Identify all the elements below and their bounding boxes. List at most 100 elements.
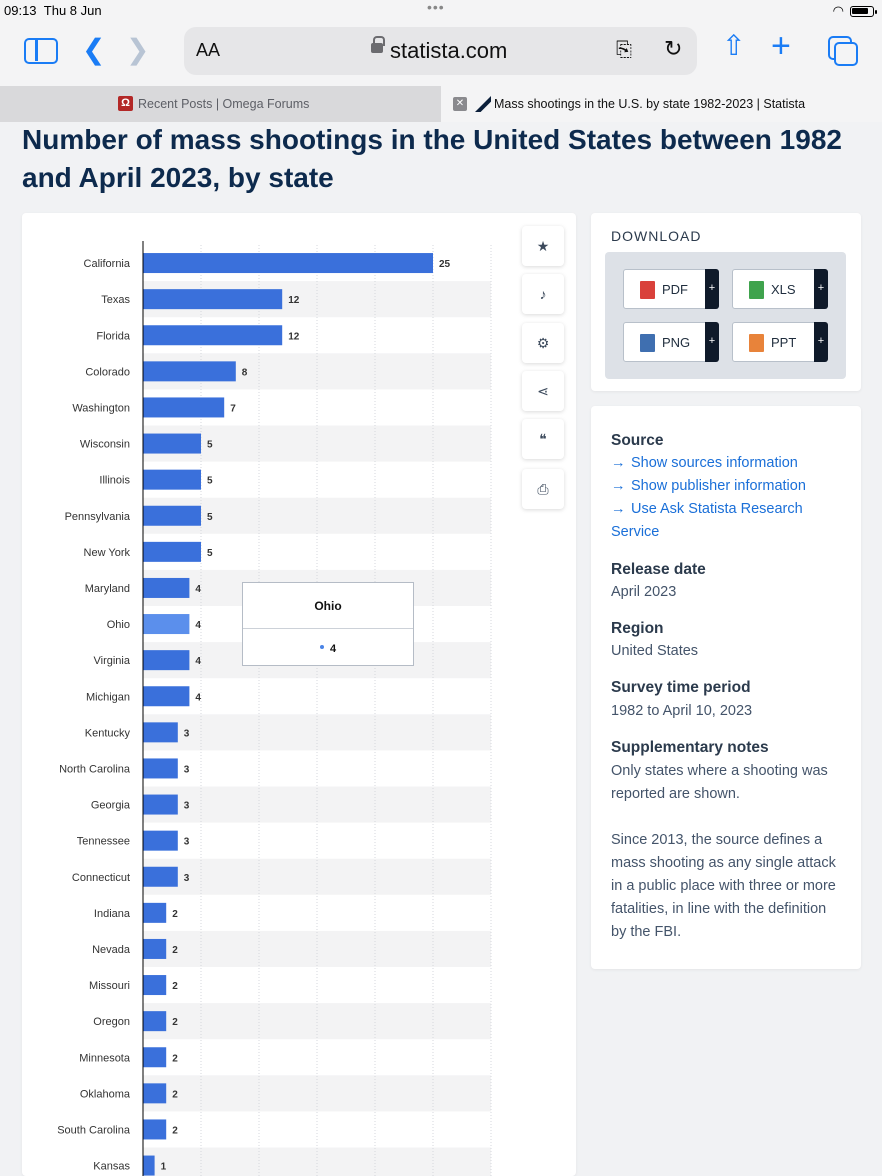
bar-kentucky (143, 722, 178, 743)
data-label: 1 (161, 1162, 167, 1173)
category-label: Virginia (94, 655, 131, 667)
new-tab-button[interactable]: + (771, 27, 791, 65)
download-png-button[interactable]: PNG + (623, 322, 719, 362)
plus-icon[interactable]: + (705, 269, 719, 309)
tooltip-value: 4 (243, 643, 413, 655)
row-stripe (143, 1003, 491, 1040)
tab-title: Mass shootings in the U.S. by state 1982… (494, 97, 806, 111)
data-label: 3 (184, 837, 190, 848)
data-label: 2 (172, 1053, 178, 1064)
category-label: California (84, 258, 131, 270)
status-time: 09:13 Thu 8 Jun (4, 3, 102, 18)
bar-wisconsin (143, 433, 201, 454)
category-label: Ohio (107, 619, 130, 631)
release-date-heading: Release date (611, 561, 706, 578)
plus-icon[interactable]: + (814, 269, 828, 309)
category-label: Washington (72, 402, 130, 414)
category-label: North Carolina (59, 763, 131, 775)
data-label: 3 (184, 873, 190, 884)
show-publisher-link[interactable]: → Show publisher information (611, 475, 851, 498)
category-label: Maryland (85, 583, 130, 595)
data-label: 2 (172, 1089, 178, 1100)
supplementary-notes-heading: Supplementary notes (611, 739, 769, 756)
download-pdf-button[interactable]: PDF + (623, 269, 719, 309)
data-label: 4 (195, 692, 201, 703)
data-label: 5 (207, 476, 213, 487)
data-label: 4 (195, 656, 201, 667)
release-date-value: April 2023 (611, 584, 677, 600)
bar-south-carolina (143, 1119, 167, 1140)
data-label: 4 (195, 620, 201, 631)
data-label: 5 (207, 548, 213, 559)
share-icon[interactable]: ⇧ (722, 30, 746, 61)
category-label: South Carolina (57, 1124, 131, 1136)
quote-icon[interactable]: ❝ (522, 419, 564, 459)
supplementary-notes-2: Since 2013, the source defines a mass sh… (611, 832, 836, 940)
tabs-overview-icon[interactable] (828, 36, 858, 66)
status-bar: 09:13 Thu 8 Jun ••• ◠ (0, 0, 882, 21)
bar-illinois (143, 469, 201, 490)
row-stripe (143, 930, 491, 967)
gear-icon[interactable]: ⚙ (522, 323, 564, 363)
data-label: 2 (172, 909, 178, 920)
forward-button[interactable]: ❯ (126, 34, 150, 65)
category-label: Connecticut (72, 872, 130, 884)
tooltip-category: Ohio (243, 583, 413, 629)
bar-new-york (143, 541, 201, 562)
download-ppt-label: PPT (771, 335, 797, 350)
data-label: 5 (207, 440, 213, 451)
address-bar[interactable]: AA statista.com ⎘ ↻ (184, 27, 697, 75)
data-label: 12 (288, 295, 300, 306)
download-xls-button[interactable]: XLS + (732, 269, 828, 309)
data-label: 7 (230, 403, 236, 414)
bar-nevada (143, 938, 167, 959)
bar-georgia (143, 794, 178, 815)
bar-pennsylvania (143, 505, 201, 526)
data-label: 8 (242, 367, 248, 378)
share-icon[interactable]: ⋖ (522, 371, 564, 411)
bar-oregon (143, 1011, 167, 1032)
download-ppt-button[interactable]: PPT + (732, 322, 828, 362)
plus-icon[interactable]: + (814, 322, 828, 362)
category-label: Texas (101, 294, 130, 306)
star-icon[interactable]: ★ (522, 226, 564, 266)
data-label: 5 (207, 512, 213, 523)
tab-bar: Ω Recent Posts | Omega Forums ✕ Mass sho… (0, 86, 882, 122)
print-icon[interactable]: ⎙ (522, 469, 564, 509)
reload-icon[interactable]: ↻ (664, 36, 683, 61)
png-file-icon (640, 334, 655, 352)
details-card: Source → Show sources information → Show p… (591, 406, 861, 969)
data-label: 2 (172, 945, 178, 956)
bar-indiana (143, 902, 167, 923)
omega-favicon-icon: Ω (118, 96, 133, 111)
category-label: Pennsylvania (65, 511, 131, 523)
source-heading: Source (611, 432, 664, 449)
url-host[interactable]: statista.com (390, 38, 508, 63)
browser-chrome: 09:13 Thu 8 Jun ••• ◠ ❮ ❯ AA statista.co… (0, 0, 882, 86)
tab-omega-forums[interactable]: Ω Recent Posts | Omega Forums (0, 86, 441, 122)
category-label: Florida (96, 330, 131, 342)
multitasking-dots[interactable]: ••• (427, 0, 445, 15)
bar-oklahoma (143, 1083, 167, 1104)
category-label: Minnesota (79, 1052, 131, 1064)
reader-extension-icon[interactable]: ⎘ (616, 39, 632, 61)
bell-icon[interactable]: ♪ (522, 274, 564, 314)
bar-colorado (143, 361, 236, 382)
sidebar-toggle-icon[interactable] (24, 38, 58, 64)
tab-statista[interactable]: ✕ Mass shootings in the U.S. by state 19… (441, 86, 882, 122)
ask-statista-link[interactable]: → Use Ask Statista Research Service (611, 498, 841, 544)
text-size-button[interactable]: AA (196, 40, 221, 60)
bar-tennessee (143, 830, 178, 851)
bar-maryland (143, 577, 190, 598)
category-label: Colorado (85, 366, 130, 378)
arrow-right-icon: → (611, 501, 626, 517)
back-button[interactable]: ❮ (82, 34, 106, 65)
battery-icon (850, 6, 877, 17)
data-label: 2 (172, 1017, 178, 1028)
data-label: 3 (184, 764, 190, 775)
category-label: Michigan (86, 691, 130, 703)
close-tab-icon[interactable]: ✕ (453, 97, 467, 111)
plus-icon[interactable]: + (705, 322, 719, 362)
show-sources-link[interactable]: → Show sources information (611, 452, 851, 475)
